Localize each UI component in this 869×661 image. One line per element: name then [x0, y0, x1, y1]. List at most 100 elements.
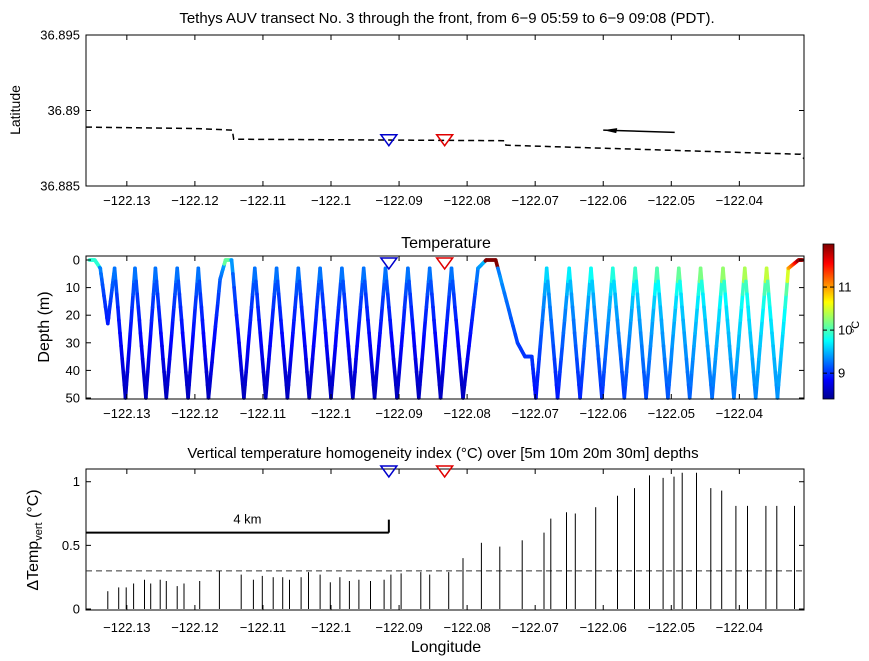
temperature-profile-segment: [573, 344, 579, 361]
temperature-profile-segment: [753, 383, 759, 400]
temperature-profile-segment: [601, 370, 606, 387]
temperature-profile-segment: [151, 279, 157, 297]
temperature-profile-segment: [203, 357, 209, 374]
temperature-profile-segment: [655, 266, 660, 284]
temperature-profile-segment: [553, 370, 559, 387]
temperature-profile-segment: [771, 344, 777, 361]
homogeneity-markers: [379, 465, 455, 479]
temperature-profile-segment: [140, 357, 146, 374]
temperature-profile-segment: [445, 305, 451, 323]
temperature-profile-segment: [748, 331, 754, 348]
temperature-profile-segment: [560, 331, 566, 348]
temperature-profile-segment: [542, 279, 548, 297]
temperature-profile-segment: [345, 331, 351, 348]
temperature-profile-segment: [570, 305, 576, 323]
temperature-profile-segment: [591, 292, 597, 310]
temperature-profile-segment: [749, 344, 755, 361]
temperature-profile-segment: [172, 292, 177, 310]
track-path-group: [85, 126, 805, 160]
temperature-profile-segment: [558, 357, 563, 374]
temperature-profile-segment: [711, 370, 717, 387]
x-tick-label: −122.06: [580, 193, 627, 208]
track-x-ticks: −122.13 −122.12 −122.11 −122.1 −122.09 −122.0…: [103, 35, 763, 208]
x-tick-label: −122.08: [443, 193, 490, 208]
x-tick-label: −122.13: [103, 406, 150, 421]
temperature-profile-segment: [341, 279, 346, 297]
temperature-profile-segment: [595, 344, 601, 361]
y-tick-label: 0: [73, 253, 80, 268]
temperature-profile-segment: [592, 305, 598, 323]
temperature-profile-segment: [231, 271, 236, 290]
temperature-profile-segment: [265, 357, 271, 374]
homogeneity-x-axis-label: Longitude: [411, 639, 481, 656]
temperature-profile-segment: [583, 318, 589, 335]
temperature-profile-segment: [248, 305, 254, 323]
temperature-profile-segment: [715, 318, 721, 335]
colorbar-unit-label: °C: [850, 321, 862, 333]
temperature-profile-segment: [563, 292, 569, 310]
temperature-profile-segment: [279, 318, 284, 335]
temperature-profile-segment: [594, 331, 600, 348]
y-tick-label: 36.89: [47, 103, 80, 118]
temperature-profile-segment: [126, 344, 132, 361]
temperature-profile-segment: [294, 279, 300, 297]
temperature-profile-segment: [635, 292, 641, 310]
temperature-profile-segment: [550, 331, 556, 348]
temperature-profile-segment: [377, 331, 382, 348]
temperature-profile-segment: [578, 383, 584, 400]
temperature-profile-segment: [606, 305, 612, 323]
temperature-profile-segment: [552, 357, 558, 374]
temperature-profile-segment: [168, 331, 174, 348]
colorbar-tick-label: 10: [838, 323, 852, 338]
temperature-profile-segment: [669, 344, 675, 361]
temperature-profile-segment: [392, 370, 398, 387]
temperature-profile-segment: [246, 331, 252, 348]
temperature-profile-segment: [584, 305, 590, 323]
temperature-profile-segment: [725, 318, 731, 335]
temperature-profile-segment: [344, 318, 350, 335]
temperature-profile-segment: [299, 305, 305, 323]
temperature-profile-segment: [197, 279, 203, 297]
colorbar-ticks: 9 10 11: [823, 280, 852, 381]
y-tick-label: 0: [73, 602, 80, 617]
temperature-profile-segment: [757, 344, 762, 361]
temperature-profile-segment: [722, 279, 728, 297]
temperature-profile-segment: [138, 331, 144, 348]
position-marker-triangle: [379, 257, 399, 271]
temperature-profile-segment: [162, 370, 167, 387]
temperature-profile-segment: [326, 370, 332, 387]
temperature-profile-segment: [751, 370, 757, 387]
temperature-profile-segment: [438, 383, 444, 400]
x-tick-label: −122.08: [443, 620, 490, 635]
temperature-profile-segment: [385, 292, 391, 310]
temperature-profile-segment: [716, 305, 722, 323]
temperature-profile-segment: [561, 318, 567, 335]
temperature-profile-segment: [412, 344, 418, 361]
temperature-profile-segment: [301, 331, 307, 348]
temperature-profile-segment: [256, 305, 261, 323]
temperature-profile-segment: [439, 370, 445, 387]
y-tick-label: 0.5: [62, 538, 80, 553]
temperature-profile-segment: [446, 292, 452, 310]
temperature-profile-segment: [298, 292, 304, 310]
temperature-profile-segment: [119, 344, 124, 361]
temperature-profile-segment: [691, 344, 696, 361]
temperature-profile-segment: [414, 370, 420, 387]
temperature-profile-segment: [640, 357, 646, 374]
x-tick-label: −122.04: [716, 620, 763, 635]
temperature-profile-segment: [372, 383, 378, 400]
temperature-profile-segment: [296, 266, 302, 284]
temperature-profile-segment: [166, 357, 172, 374]
track-markers: [379, 133, 455, 147]
x-tick-label: −122.06: [580, 620, 627, 635]
temperature-profile-segment: [292, 305, 297, 323]
temperature-profile-segment: [770, 331, 775, 348]
x-tick-label: −122.07: [511, 406, 558, 421]
temperature-profile-segment: [585, 292, 591, 310]
temperature-profile-segment: [707, 370, 713, 387]
temperature-profile-segment: [188, 357, 193, 374]
temperature-profile-segment: [250, 279, 256, 297]
temperature-profile-segment: [147, 331, 153, 348]
temperature-profile-segment: [562, 305, 568, 323]
x-tick-label: −122.13: [103, 620, 150, 635]
